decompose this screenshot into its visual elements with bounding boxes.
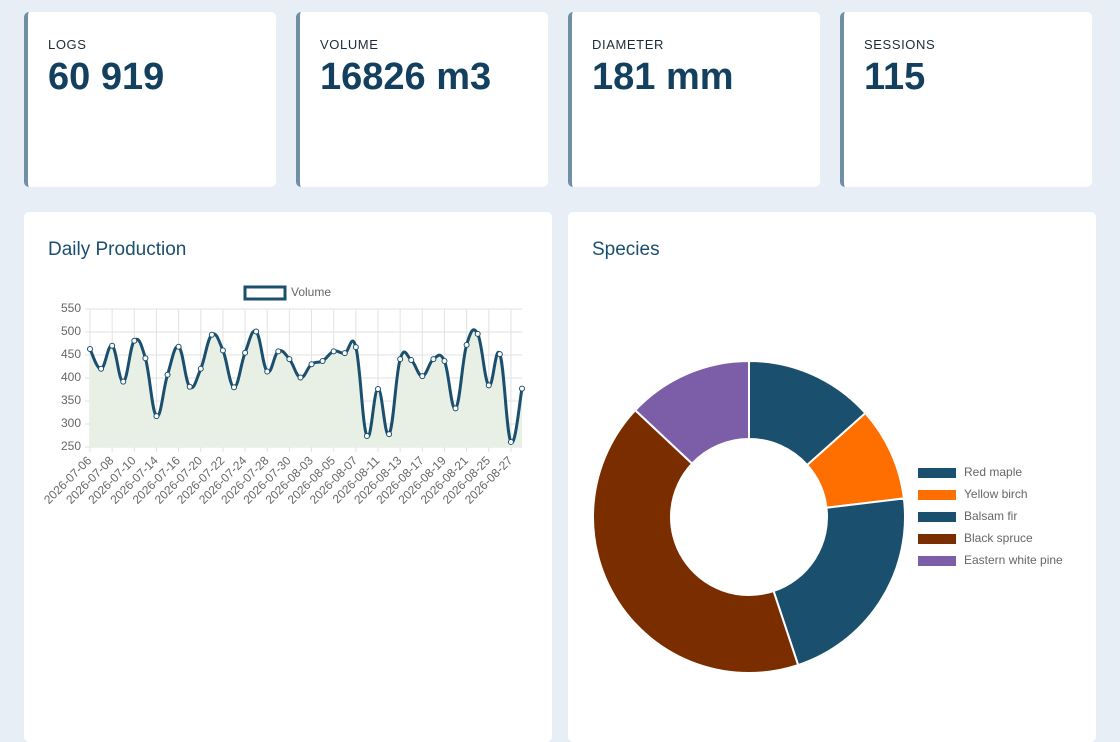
- slice: [592, 408, 800, 674]
- slice: [633, 359, 750, 466]
- kpi-label: LOGS: [48, 37, 87, 52]
- kpi-label: DIAMETER: [592, 37, 664, 52]
- point: [253, 328, 260, 335]
- legend-swatch: [918, 468, 956, 478]
- point: [441, 357, 448, 364]
- point: [131, 337, 138, 344]
- point: [164, 371, 171, 378]
- point: [419, 373, 426, 380]
- panel: Daily Production 250 300 350 400 450 500 550 20…: [24, 212, 552, 742]
- legend-label: Eastern white pine: [964, 553, 1063, 567]
- chart-title: Species: [592, 239, 660, 260]
- kpi-value: 115: [864, 56, 926, 98]
- point: [408, 357, 415, 364]
- point: [87, 346, 93, 353]
- point: [297, 374, 304, 381]
- point: [485, 382, 492, 389]
- point: [496, 351, 503, 358]
- y-tick-label: 450: [61, 347, 81, 361]
- point: [330, 348, 337, 355]
- point: [352, 344, 359, 351]
- line-chart: Daily Production 25030035040045050055020…: [41, 239, 525, 507]
- point: [208, 331, 215, 338]
- legend-label: Black spruce: [964, 531, 1033, 545]
- point: [363, 432, 370, 439]
- point: [219, 347, 226, 354]
- point: [430, 356, 437, 363]
- legend-label: Red maple: [964, 465, 1022, 479]
- point: [109, 342, 116, 349]
- panel: Species Red maple Yellow birch Balsam fir B…: [568, 212, 1096, 742]
- point: [175, 343, 182, 350]
- kpi-label: VOLUME: [320, 37, 379, 52]
- point: [142, 355, 149, 362]
- kpi-card: SESSIONS 115: [840, 12, 1092, 187]
- point: [474, 330, 481, 337]
- point: [197, 365, 204, 372]
- point: [341, 350, 348, 357]
- kpi-label: SESSIONS: [864, 37, 936, 52]
- y-tick-label: 400: [61, 370, 81, 384]
- point: [186, 383, 193, 390]
- y-tick-label: 350: [61, 393, 81, 407]
- area: [90, 329, 522, 447]
- point: [452, 405, 459, 412]
- point: [319, 357, 326, 364]
- legend-label: Volume: [291, 285, 331, 299]
- legend-swatch: [918, 512, 956, 522]
- slice: [772, 497, 906, 667]
- point: [386, 431, 393, 438]
- legend-label: Balsam fir: [964, 509, 1017, 523]
- legend-swatch: [918, 534, 956, 544]
- point: [463, 341, 470, 348]
- point: [308, 361, 315, 368]
- point: [231, 384, 237, 391]
- kpi-value: 181 mm: [592, 56, 734, 98]
- y-tick-label: 500: [61, 324, 81, 338]
- point: [120, 378, 127, 385]
- kpi-value: 16826 m3: [320, 56, 492, 98]
- point: [98, 365, 105, 372]
- kpi-card: DIAMETER 181 mm: [568, 12, 820, 187]
- point: [519, 385, 525, 392]
- y-tick-label: 550: [61, 301, 81, 315]
- point: [275, 348, 282, 355]
- point: [153, 413, 160, 420]
- y-tick-label: 300: [61, 416, 81, 430]
- legend-swatch: [918, 490, 956, 500]
- point: [242, 349, 249, 356]
- point: [375, 386, 381, 393]
- y-tick-label: 250: [61, 439, 81, 453]
- point: [507, 438, 514, 445]
- donut-chart: Species Red maple Yellow birch Balsam fir B…: [592, 239, 1063, 674]
- legend-label: Yellow birch: [964, 487, 1028, 501]
- point: [286, 356, 293, 363]
- legend-swatch: [918, 556, 956, 566]
- legend-swatch: [243, 285, 287, 301]
- point: [264, 368, 271, 375]
- chart-title: Daily Production: [48, 239, 186, 260]
- kpi-card: VOLUME 16826 m3: [296, 12, 548, 187]
- point: [397, 356, 404, 363]
- kpi-value: 60 919: [48, 56, 165, 98]
- kpi-card: LOGS 60 919: [24, 12, 276, 187]
